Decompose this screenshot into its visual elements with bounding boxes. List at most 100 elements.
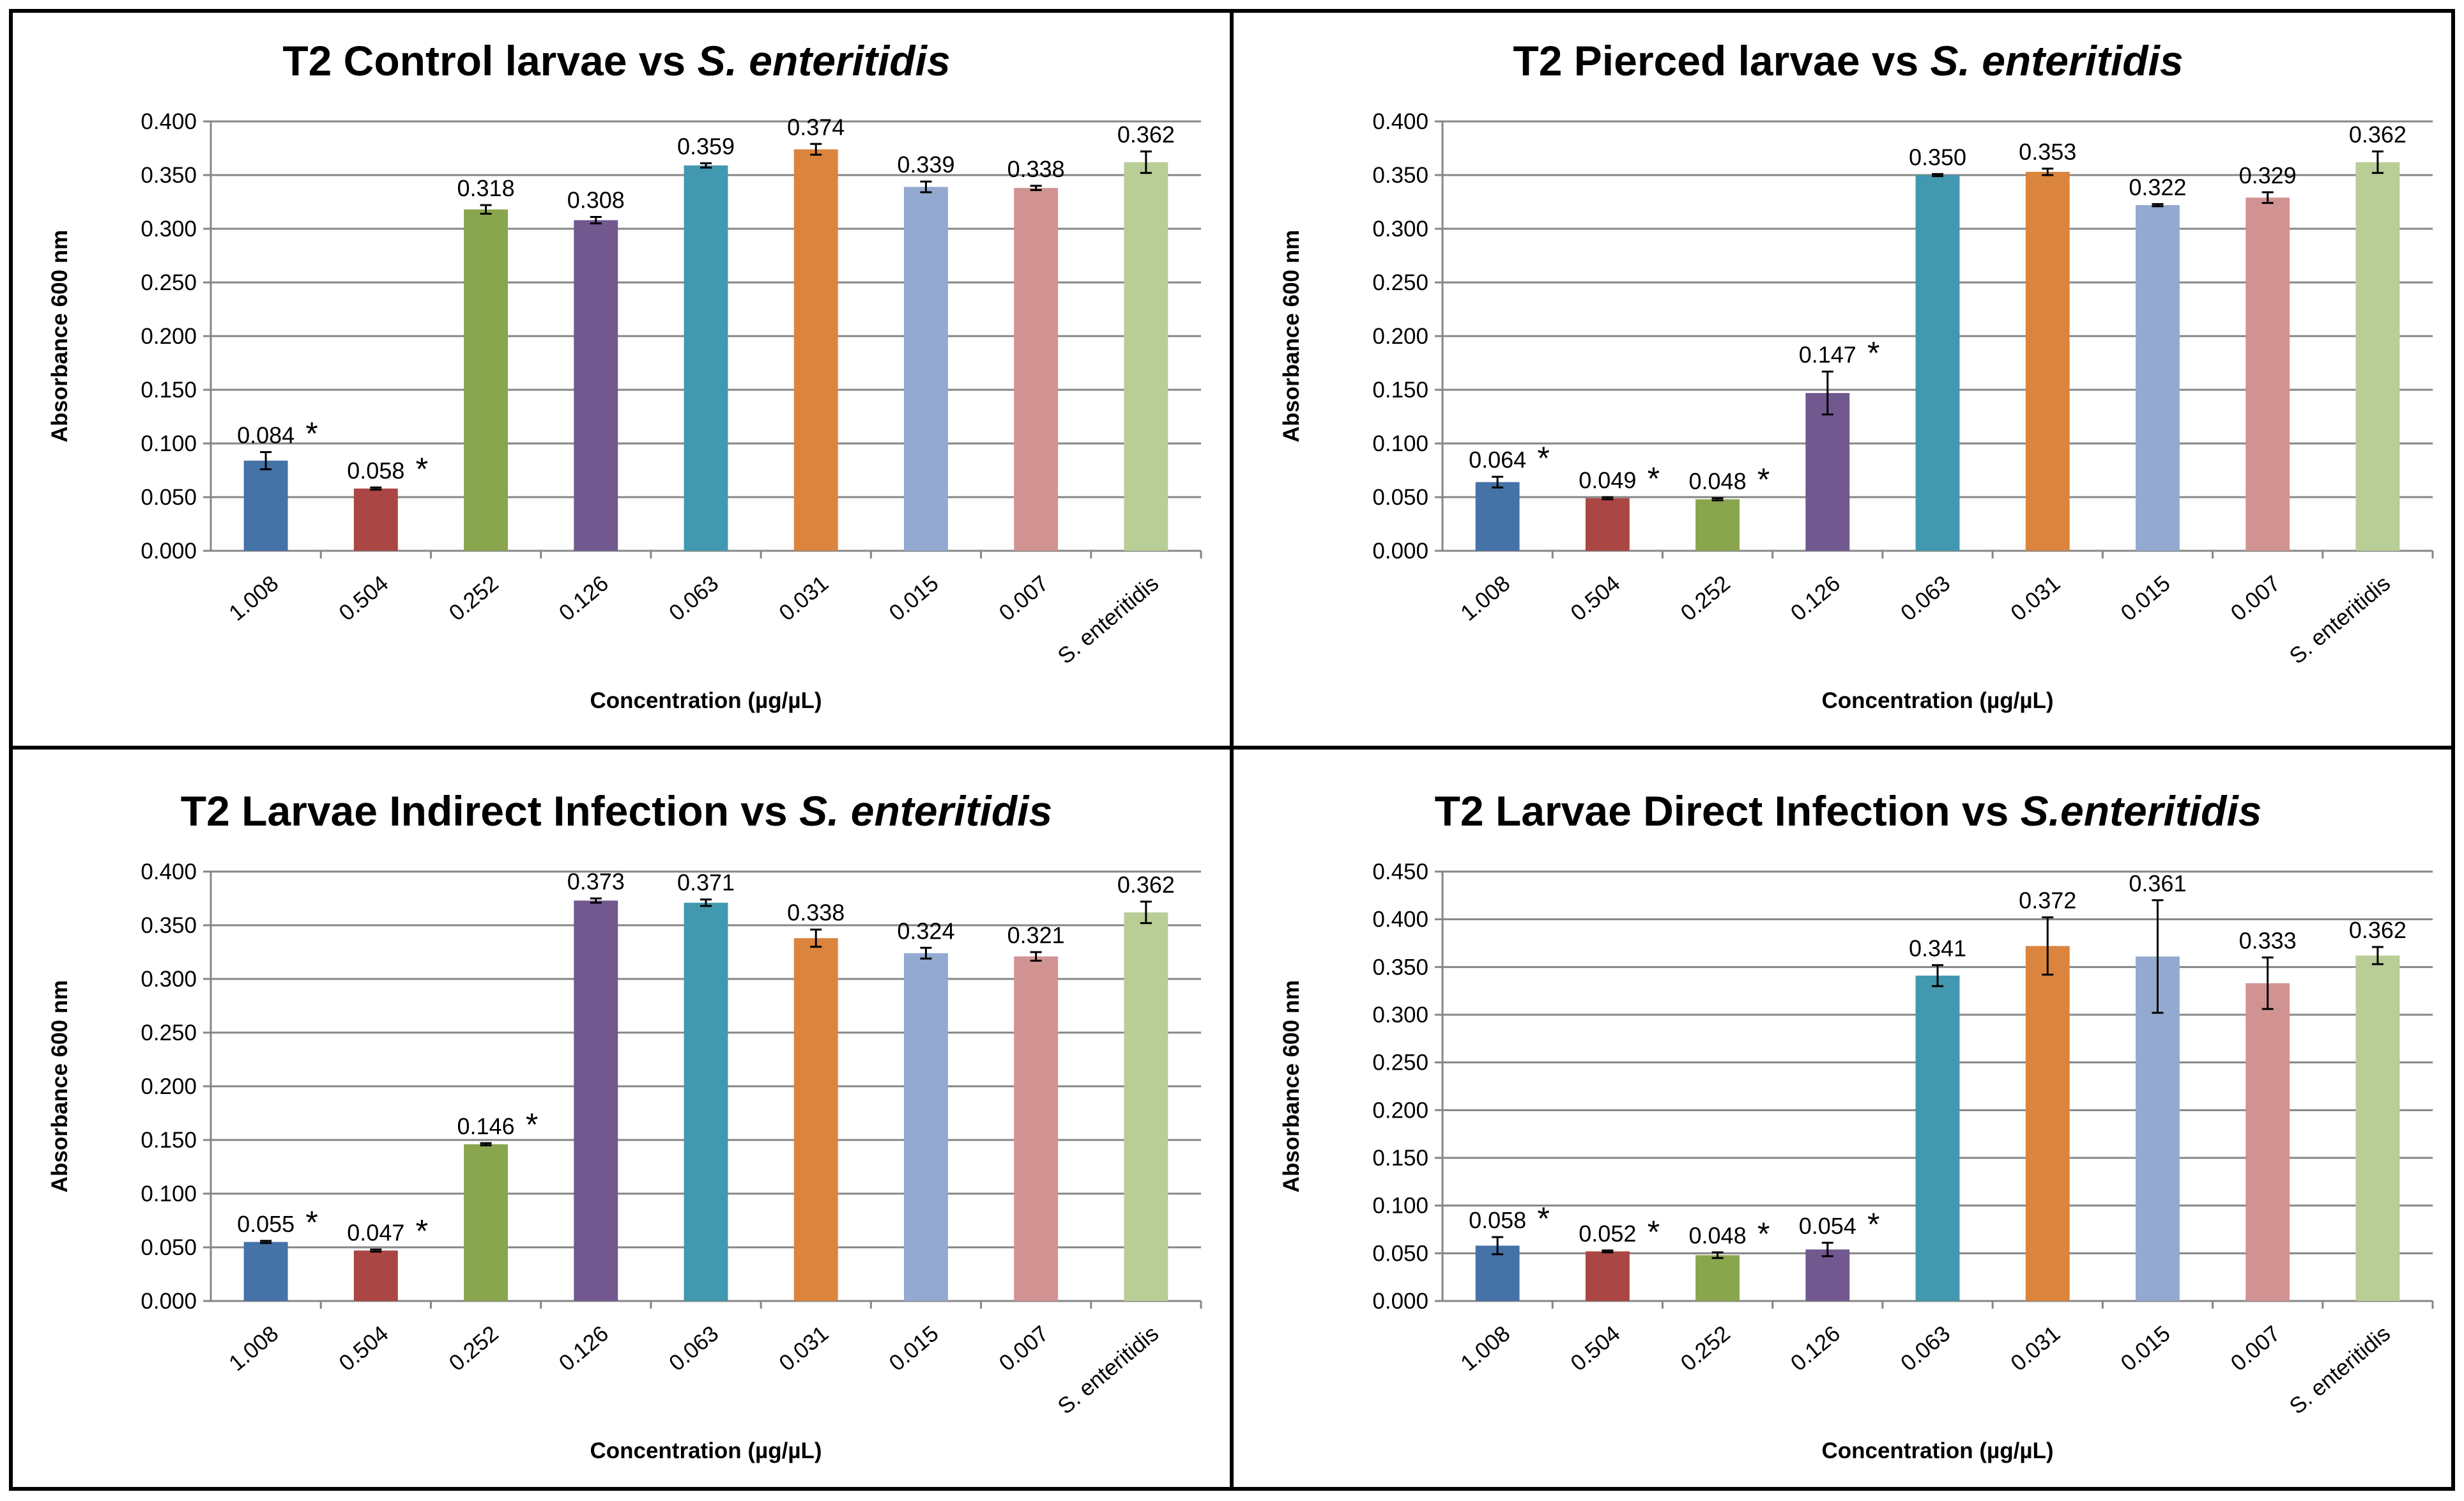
x-tick-label: S. enteritidis xyxy=(1053,571,1163,669)
y-tick-label: 0.050 xyxy=(1372,485,1428,510)
x-tick-label: 0.126 xyxy=(1786,571,1845,626)
bar xyxy=(904,953,948,1301)
y-tick-label: 0.100 xyxy=(141,431,197,456)
x-tick-label: 0.007 xyxy=(995,1321,1053,1376)
significance-marker: * xyxy=(1757,462,1770,498)
data-label: 0.339 xyxy=(897,151,954,178)
chart-title: T2 Pierced larvae vs S. enteritidis xyxy=(1513,37,2183,84)
y-tick-label: 0.400 xyxy=(1372,907,1428,932)
chart-title-organism: S. enteritidis xyxy=(799,787,1052,835)
significance-marker: * xyxy=(1648,1214,1660,1250)
bar xyxy=(2246,983,2290,1301)
x-tick-label: 0.015 xyxy=(884,1321,943,1376)
y-tick-label: 0.150 xyxy=(141,378,197,403)
x-axis-title: Concentration (µg/µL) xyxy=(590,1438,822,1463)
x-tick-label: 1.008 xyxy=(1456,1321,1515,1376)
bar xyxy=(1585,1251,1630,1301)
y-tick-label: 0.350 xyxy=(1372,955,1428,980)
error-bar xyxy=(590,897,602,904)
chart-panel-control: T2 Control larvae vs S. enteritidis 0.000… xyxy=(47,37,1202,713)
y-tick-label: 0.350 xyxy=(141,163,197,188)
x-tick-label: 0.015 xyxy=(2116,571,2175,626)
bar xyxy=(2136,205,2180,551)
x-tick-label: 0.031 xyxy=(774,1321,833,1376)
data-label: 0.338 xyxy=(1007,156,1065,182)
y-tick-label: 0.400 xyxy=(1372,109,1428,134)
significance-marker: * xyxy=(416,1213,428,1249)
data-label: 0.361 xyxy=(2129,870,2186,897)
x-tick-label: 1.008 xyxy=(1456,571,1515,626)
chart-title-organism: S. enteritidis xyxy=(1931,37,2184,84)
y-tick-label: 0.300 xyxy=(1372,217,1428,242)
x-tick-label: 0.063 xyxy=(664,1321,723,1376)
y-axis-title: Absorbance 600 nm xyxy=(47,980,72,1193)
y-tick-label: 0.050 xyxy=(141,1235,197,1260)
bar xyxy=(1695,1255,1740,1301)
y-axis-title: Absorbance 600 nm xyxy=(1279,230,1304,443)
data-label: 0.048 xyxy=(1689,1222,1747,1249)
y-axis-title: Absorbance 600 nm xyxy=(1279,980,1304,1193)
chart-title-text: T2 Larvae Indirect Infection vs xyxy=(181,787,799,835)
data-label: 0.308 xyxy=(567,187,625,213)
x-tick-label: 0.007 xyxy=(2226,571,2285,626)
chart-title-text: T2 Pierced larvae vs xyxy=(1513,37,1930,84)
bar xyxy=(353,488,398,551)
bar xyxy=(1014,956,1059,1301)
data-label: 0.322 xyxy=(2129,174,2186,200)
bar xyxy=(574,220,618,551)
y-tick-label: 0.100 xyxy=(1372,1194,1428,1219)
bar xyxy=(2355,955,2400,1301)
y-tick-label: 0.300 xyxy=(141,967,197,992)
x-tick-label: 0.252 xyxy=(1676,571,1735,626)
data-label: 0.362 xyxy=(1117,121,1175,148)
y-tick-label: 0.250 xyxy=(141,1020,197,1045)
significance-marker: * xyxy=(305,415,318,451)
bar xyxy=(2246,197,2290,551)
data-label: 0.064 xyxy=(1469,447,1526,473)
chart-panel-direct: T2 Larvae Direct Infection vs S.enteriti… xyxy=(1279,787,2434,1463)
data-label: 0.055 xyxy=(237,1211,295,1237)
bar xyxy=(1014,188,1059,551)
error-bar xyxy=(1602,1249,1614,1254)
x-tick-label: 0.252 xyxy=(1676,1321,1735,1376)
y-tick-label: 0.000 xyxy=(141,539,197,564)
significance-marker: * xyxy=(1648,461,1660,496)
chart-title-text: T2 Larvae Direct Infection vs xyxy=(1435,787,2021,835)
data-label: 0.374 xyxy=(787,114,845,140)
bar xyxy=(1475,482,1520,551)
y-tick-label: 0.250 xyxy=(141,270,197,295)
chart-panel-pierced: T2 Pierced larvae vs S. enteritidis 0.000… xyxy=(1279,37,2434,713)
bar xyxy=(464,1144,508,1301)
data-label: 0.321 xyxy=(1007,922,1065,948)
x-tick-label: 0.126 xyxy=(1786,1321,1845,1376)
x-tick-label: 0.504 xyxy=(334,1321,393,1376)
x-tick-label: 0.252 xyxy=(445,571,503,626)
chart-title: T2 Control larvae vs S. enteritidis xyxy=(282,37,950,84)
y-tick-label: 0.000 xyxy=(141,1289,197,1314)
significance-marker: * xyxy=(1757,1216,1770,1252)
bar xyxy=(684,165,728,551)
x-tick-label: 0.007 xyxy=(995,571,1053,626)
chart-title-text: T2 Control larvae vs xyxy=(282,37,697,84)
bar xyxy=(243,1242,288,1301)
bar xyxy=(1915,975,1960,1301)
y-tick-label: 0.300 xyxy=(1372,1003,1428,1028)
x-tick-label: 0.504 xyxy=(334,571,393,626)
x-tick-label: 0.015 xyxy=(2116,1321,2175,1376)
bar xyxy=(1695,499,1740,551)
error-bar xyxy=(2152,203,2164,208)
x-axis-title: Concentration (µg/µL) xyxy=(1821,688,2053,713)
significance-marker: * xyxy=(526,1107,538,1143)
data-label: 0.052 xyxy=(1579,1220,1636,1247)
y-tick-label: 0.150 xyxy=(141,1128,197,1153)
data-label: 0.058 xyxy=(347,458,404,484)
bar xyxy=(684,902,728,1301)
data-label: 0.362 xyxy=(2349,917,2407,943)
y-tick-label: 0.400 xyxy=(141,109,197,134)
x-tick-label: 0.504 xyxy=(1566,571,1625,626)
bar xyxy=(793,149,838,551)
x-tick-label: 0.015 xyxy=(884,571,943,626)
y-tick-label: 0.350 xyxy=(1372,163,1428,188)
y-tick-label: 0.150 xyxy=(1372,378,1428,403)
data-label: 0.371 xyxy=(677,870,735,896)
